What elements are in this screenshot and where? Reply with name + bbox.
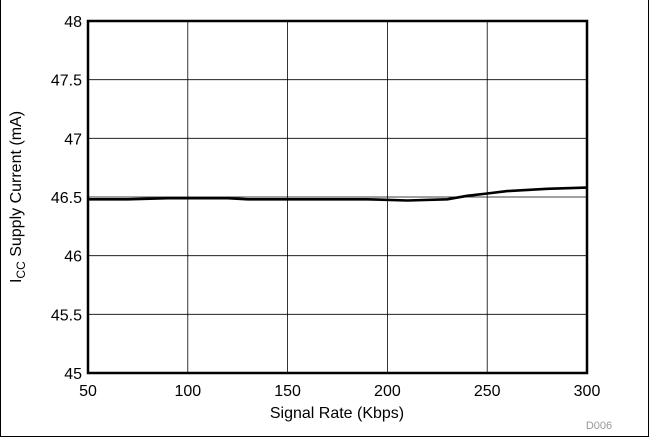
y-tick-label: 46 [64,249,82,266]
y-tick-label: 47 [64,131,82,148]
x-tick-label: 200 [374,383,401,400]
y-axis-label: ICC Supply Current (mA) [8,111,28,283]
x-tick-label: 250 [474,383,501,400]
x-tick-label: 50 [79,383,97,400]
x-tick-label: 100 [174,383,201,400]
x-axis-label: Signal Rate (Kbps) [270,405,404,422]
watermark-label: D006 [586,420,612,432]
y-axis-label-rest: Supply Current (mA) [8,111,25,261]
plot-frame [86,19,589,375]
x-tick-labels: 50 100 150 200 250 300 [79,383,600,400]
y-tick-labels: 45 45.5 46 46.5 47 47.5 48 [51,14,82,383]
series-line [88,186,588,202]
y-axis-label-main: I [8,279,25,283]
y-tick-label: 45 [64,366,82,383]
y-tick-label: 46.5 [51,190,82,207]
x-tick-label: 150 [274,383,301,400]
series-group [88,186,588,202]
x-tick-label: 300 [574,383,601,400]
y-tick-label: 47.5 [51,73,82,90]
grid-lines [88,21,587,373]
y-tick-label: 48 [64,14,82,31]
y-axis-label-sub: CC [14,261,28,279]
y-tick-label: 45.5 [51,307,82,324]
